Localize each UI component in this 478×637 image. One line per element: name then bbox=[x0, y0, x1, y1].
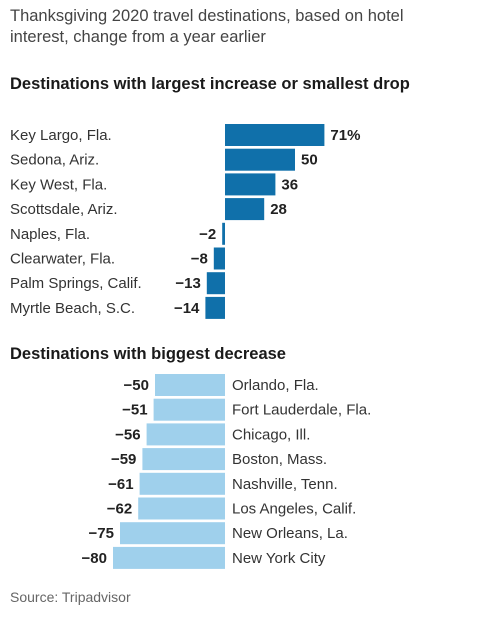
value-label: −14 bbox=[174, 300, 200, 317]
bar bbox=[225, 124, 325, 146]
section-title-decrease: Destinations with biggest decrease bbox=[10, 345, 286, 363]
category-label: New Orleans, La. bbox=[232, 525, 348, 542]
category-label: Palm Springs, Calif. bbox=[10, 275, 142, 292]
value-label: 50 bbox=[301, 152, 318, 169]
value-label: 28 bbox=[270, 201, 287, 218]
bar bbox=[153, 398, 225, 421]
category-label: New York City bbox=[232, 550, 326, 567]
value-label: −80 bbox=[82, 550, 107, 567]
category-label: Nashville, Tenn. bbox=[232, 476, 338, 493]
value-label: −8 bbox=[191, 251, 208, 268]
bar bbox=[225, 198, 265, 221]
category-label: Naples, Fla. bbox=[10, 226, 90, 243]
value-label: −59 bbox=[111, 451, 136, 468]
category-label: Key Largo, Fla. bbox=[10, 127, 112, 144]
value-label: 36 bbox=[281, 176, 298, 193]
bar bbox=[138, 497, 225, 520]
bar bbox=[120, 522, 225, 545]
value-label: 71% bbox=[330, 127, 360, 144]
bar bbox=[222, 222, 225, 245]
category-label: Sedona, Ariz. bbox=[10, 152, 99, 169]
category-label: Clearwater, Fla. bbox=[10, 251, 115, 268]
section-title-increase: Destinations with largest increase or sm… bbox=[10, 75, 410, 93]
bar bbox=[146, 423, 225, 446]
category-label: Los Angeles, Calif. bbox=[232, 501, 356, 518]
bar bbox=[142, 448, 225, 471]
category-label: Key West, Fla. bbox=[10, 176, 107, 193]
bar bbox=[225, 148, 295, 171]
category-label: Chicago, Ill. bbox=[232, 426, 310, 443]
bar bbox=[139, 472, 225, 495]
value-label: −51 bbox=[122, 402, 147, 419]
category-label: Orlando, Fla. bbox=[232, 377, 319, 394]
bar bbox=[205, 296, 225, 319]
increase-bar-chart: 71% Key Largo, Fla. 50 Sedona, Ariz. 36 Key W… bbox=[10, 124, 360, 319]
value-label: −61 bbox=[108, 476, 133, 493]
value-label: −50 bbox=[124, 377, 149, 394]
category-label: Boston, Mass. bbox=[232, 451, 327, 468]
value-label: −56 bbox=[115, 426, 140, 443]
category-label: Scottsdale, Ariz. bbox=[10, 201, 118, 218]
source-note: Source: Tripadvisor bbox=[10, 589, 131, 605]
bar bbox=[155, 374, 225, 396]
bar bbox=[113, 546, 225, 569]
decrease-bar-chart: −50 Orlando, Fla. −51 Fort Lauderdale, Fla.… bbox=[82, 374, 371, 569]
chart-subtitle: Thanksgiving 2020 travel destinations, b… bbox=[10, 7, 404, 46]
value-label: −13 bbox=[175, 275, 200, 292]
value-label: −75 bbox=[89, 525, 114, 542]
bar bbox=[213, 247, 225, 270]
category-label: Fort Lauderdale, Fla. bbox=[232, 402, 371, 419]
bar bbox=[225, 173, 276, 196]
value-label: −62 bbox=[107, 501, 132, 518]
category-label: Myrtle Beach, S.C. bbox=[10, 300, 135, 317]
value-label: −2 bbox=[199, 226, 216, 243]
bar bbox=[206, 272, 225, 295]
